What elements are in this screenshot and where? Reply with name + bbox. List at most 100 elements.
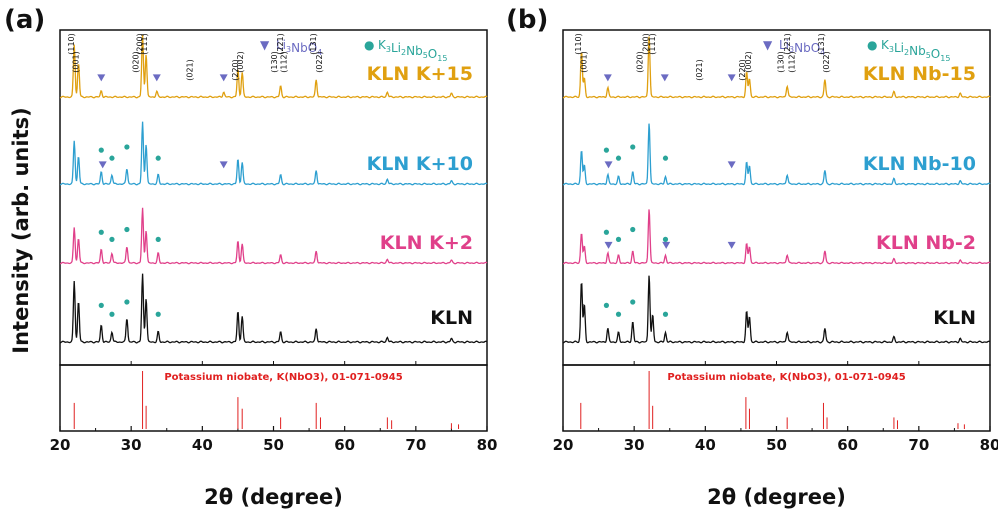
legend-dot-icon: ● (867, 38, 877, 52)
legend-label-li3nbo4: Li3NbO4 (779, 38, 825, 57)
k3li2nb5o15-marker (603, 147, 610, 153)
x-axis-title: 2θ (degree) (707, 485, 846, 509)
k3li2nb5o15-marker (615, 236, 622, 242)
x-tick-label: 50 (766, 436, 787, 454)
hkl-label: (131) (309, 33, 318, 55)
legend-label-k3li2nb5o15: K3Li2Nb5O15 (881, 38, 950, 63)
hkl-label: (221) (276, 33, 285, 55)
xrd-pattern-line (59, 121, 488, 186)
x-tick-label: 60 (837, 436, 858, 454)
x-tick-label: 80 (980, 436, 998, 454)
k3li2nb5o15-marker (124, 299, 130, 305)
panel-letter: (a) (4, 5, 45, 35)
hkl-label: (022) (315, 51, 324, 73)
series-0: KLN Nb-15 (110)(001) (020)(200)(111) (021) (… (562, 33, 991, 99)
li3nbo4-marker (97, 74, 106, 82)
series-label: KLN K+15 (367, 63, 473, 85)
li3nbo4-marker (727, 161, 736, 169)
x-tick-label: 20 (50, 436, 71, 454)
hkl-label: (020) (131, 51, 140, 73)
hkl-label: (111) (648, 33, 657, 55)
series-1: KLN Nb-10 (562, 123, 991, 186)
hkl-label: (112) (787, 51, 796, 73)
chart-panel-b: (b) 20 30 40 50 60 70 80 2θ (degree) ▼ Li3NbO4 ● K3L… (506, 5, 998, 509)
hkl-label: (130) (270, 51, 279, 73)
chart-panel-a: (a) 20 30 40 50 60 70 80 2θ (degree) Intensity (a… (4, 5, 497, 509)
series-label: KLN K+2 (380, 232, 473, 254)
hkl-label: (022) (822, 51, 831, 73)
xrd-pattern-line (59, 34, 488, 99)
hkl-label: (001) (72, 51, 81, 73)
hkl-label: (110) (67, 33, 76, 55)
xrd-pattern-line (562, 123, 991, 186)
hkl-label: (220) (738, 59, 747, 81)
li3nbo4-marker (604, 161, 613, 169)
li3nbo4-marker (727, 74, 736, 82)
reference-label: Potassium niobate, K(NbO3), 01-071-0945 (667, 372, 905, 383)
hkl-label: (131) (817, 33, 826, 55)
k3li2nb5o15-marker (662, 155, 669, 161)
li3nbo4-marker (219, 161, 228, 169)
series-label: KLN Nb-10 (863, 153, 976, 175)
hkl-label: (002) (744, 51, 753, 73)
series-2: KLN K+2 (60, 207, 488, 265)
k3li2nb5o15-marker (109, 236, 115, 242)
series-2: KLN Nb-2 (563, 209, 991, 265)
li3nbo4-marker (152, 74, 161, 82)
li3nbo4-marker (662, 241, 671, 249)
li3nbo4-marker (660, 74, 669, 82)
x-tick-label: 40 (695, 436, 716, 454)
k3li2nb5o15-marker (615, 311, 622, 317)
k3li2nb5o15-marker (603, 302, 610, 308)
x-tick-label: 50 (263, 436, 284, 454)
hkl-label: (200) (136, 33, 145, 55)
xrd-pattern-line (563, 209, 991, 265)
series-label: KLN K+10 (367, 153, 473, 175)
k3li2nb5o15-marker (124, 144, 130, 150)
legend-dot-icon: ● (364, 38, 374, 52)
k3li2nb5o15-marker (98, 302, 104, 308)
series-1: KLN K+10 (59, 121, 488, 186)
xrd-pattern-line (562, 36, 991, 99)
hkl-label: (002) (236, 51, 245, 73)
reference-label: Potassium niobate, K(NbO3), 01-071-0945 (164, 372, 402, 383)
series-3: KLN (60, 273, 488, 344)
hkl-label: (111) (140, 33, 149, 55)
series-label: KLN Nb-2 (876, 232, 976, 254)
xrd-pattern-line (563, 275, 991, 344)
x-axis-title: 2θ (degree) (204, 485, 343, 509)
hkl-label: (221) (783, 33, 792, 55)
x-tick-label: 30 (624, 436, 645, 454)
li3nbo4-marker (98, 161, 107, 169)
x-tick-label: 40 (192, 436, 213, 454)
hkl-label: (021) (185, 59, 194, 81)
xrd-pattern-line (60, 207, 488, 265)
li3nbo4-marker (604, 241, 613, 249)
series-0: KLN K+15 (110)(001) (020)(200)(111) (021) (2… (59, 33, 488, 99)
series-label: KLN (430, 307, 473, 329)
hkl-label: (200) (641, 33, 650, 55)
k3li2nb5o15-marker (603, 229, 610, 235)
k3li2nb5o15-marker (630, 226, 636, 233)
k3li2nb5o15-marker (155, 311, 161, 317)
k3li2nb5o15-marker (98, 147, 104, 153)
hkl-label: (112) (279, 51, 288, 73)
k3li2nb5o15-marker (630, 144, 636, 150)
k3li2nb5o15-marker (109, 155, 115, 161)
k3li2nb5o15-marker (109, 311, 115, 317)
x-tick-label: 60 (334, 436, 355, 454)
x-tick-label: 30 (121, 436, 142, 454)
panel-letter: (b) (506, 5, 548, 35)
k3li2nb5o15-marker (615, 155, 622, 161)
hkl-label: (020) (636, 51, 645, 73)
k3li2nb5o15-marker (155, 155, 161, 161)
hkl-label: (110) (574, 33, 583, 55)
hkl-label: (021) (695, 59, 704, 81)
x-tick-label: 70 (405, 436, 426, 454)
x-tick-label: 20 (553, 436, 574, 454)
hkl-label: (001) (579, 51, 588, 73)
xrd-pattern-line (60, 273, 488, 344)
series-label: KLN (933, 307, 976, 329)
li3nbo4-marker (603, 74, 612, 82)
